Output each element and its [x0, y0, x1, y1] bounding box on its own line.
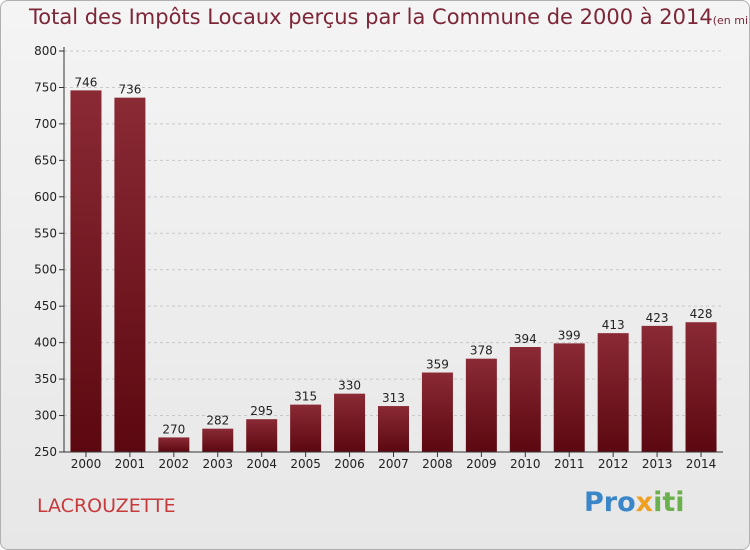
proxiti-logo: Proxiti: [584, 487, 685, 518]
chart-title: Total des Impôts Locaux perçus par la Co…: [29, 5, 749, 29]
x-tick-label: 2013: [642, 457, 673, 471]
data-label: 413: [602, 318, 625, 332]
y-tick-label: 350: [34, 372, 57, 386]
x-tick-label: 2002: [159, 457, 190, 471]
bar-2012: [597, 333, 629, 452]
commune-name: LACROUZETTE: [37, 495, 176, 517]
y-tick-label: 700: [34, 117, 57, 131]
bar-2005: [290, 404, 322, 452]
data-label: 423: [646, 311, 669, 325]
x-tick-label: 2010: [510, 457, 541, 471]
x-tick-label: 2004: [246, 457, 277, 471]
x-tick-label: 2005: [290, 457, 321, 471]
x-tick-label: 2007: [378, 457, 409, 471]
axes: 250 300 350 400 450 500 550 600 650 700 750 800 2000…: [34, 44, 723, 471]
x-tick-label: 2000: [71, 457, 102, 471]
y-tick-label: 450: [34, 299, 57, 313]
logo-part-iti: iti: [653, 487, 685, 518]
bar-2000: [70, 90, 102, 452]
chart-title-unit: (en milliers d'€): [712, 14, 749, 27]
y-tick-label: 550: [34, 226, 57, 240]
bar-2014: [685, 322, 717, 452]
bar-2004: [246, 419, 278, 452]
bar-2008: [421, 372, 453, 452]
bar-2009: [465, 358, 497, 452]
x-tick-label: 2009: [466, 457, 497, 471]
data-label: 736: [118, 83, 141, 97]
y-tick-label: 250: [34, 445, 57, 459]
chart-title-main: Total des Impôts Locaux perçus par la Co…: [29, 5, 713, 29]
x-tick-label: 2008: [422, 457, 453, 471]
y-tick-label: 400: [34, 336, 57, 350]
bar-2001: [114, 97, 146, 453]
data-label: 330: [338, 379, 361, 393]
x-tick-label: 2014: [686, 457, 717, 471]
y-tick-label: 650: [34, 153, 57, 167]
data-label: 428: [690, 307, 713, 321]
bar-2013: [641, 325, 673, 452]
y-tick-label: 750: [34, 80, 57, 94]
data-label: 315: [294, 390, 317, 404]
bar-2010: [509, 347, 541, 452]
bar-2006: [334, 393, 366, 452]
y-tick-label: 800: [34, 44, 57, 58]
grid-lines: [64, 50, 723, 417]
bar-2002: [158, 437, 190, 452]
data-label: 282: [206, 414, 229, 428]
x-tick-label: 2001: [115, 457, 146, 471]
data-label: 313: [382, 391, 405, 405]
bar-2003: [202, 428, 234, 452]
bar-2011: [553, 343, 585, 452]
x-tick-label: 2011: [554, 457, 585, 471]
data-label: 394: [514, 332, 537, 346]
data-label: 746: [75, 75, 98, 89]
data-label: 359: [426, 358, 449, 372]
x-tick-label: 2006: [334, 457, 365, 471]
data-label: 295: [250, 404, 273, 418]
logo-part-x: x: [635, 487, 654, 518]
data-label: 399: [558, 328, 581, 342]
data-label: 270: [162, 422, 185, 436]
x-tick-label: 2003: [202, 457, 233, 471]
bars: 746 736 270 282 295 315 330 313 359 378 394 399 413 4…: [70, 75, 717, 453]
bar-2007: [378, 406, 409, 452]
y-tick-label: 500: [34, 263, 57, 277]
y-tick-label: 300: [34, 409, 57, 423]
y-tick-label: 600: [34, 190, 57, 204]
logo-part-pro: Pro: [584, 487, 636, 518]
data-label: 378: [470, 344, 493, 358]
x-tick-label: 2012: [598, 457, 629, 471]
